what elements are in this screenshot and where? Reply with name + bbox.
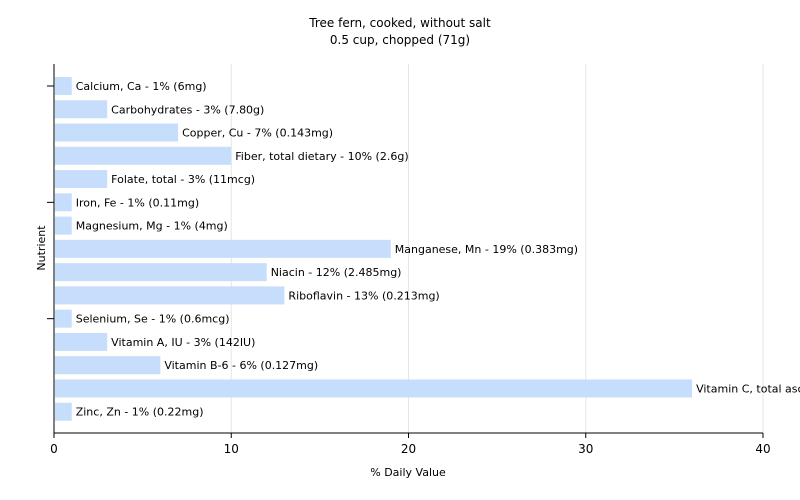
bar — [55, 379, 693, 398]
bar-label: Folate, total - 3% (11mcg) — [111, 173, 255, 186]
bar-label: Vitamin C, total ascorbic acid - 36% (21… — [696, 382, 800, 395]
bar-label: Fiber, total dietary - 10% (2.6g) — [235, 150, 408, 163]
x-tick-label: 40 — [755, 442, 770, 456]
x-axis-label: % Daily Value — [370, 466, 446, 479]
y-axis-label: Nutrient — [35, 225, 48, 271]
bar — [55, 263, 267, 282]
chart-subtitle: 0.5 cup, chopped (71g) — [330, 33, 470, 47]
bar — [55, 239, 391, 258]
bar — [55, 77, 72, 95]
bar — [55, 123, 179, 142]
bar-label: Niacin - 12% (2.485mg) — [271, 266, 402, 279]
x-tick-label: 10 — [224, 442, 239, 456]
bar — [55, 309, 72, 328]
bars: Calcium, Ca - 1% (6mg) Carbohydrates - 3%… — [55, 77, 800, 421]
bar-label: Manganese, Mn - 19% (0.383mg) — [395, 243, 578, 256]
bar-label: Vitamin A, IU - 3% (142IU) — [111, 336, 255, 349]
bar — [55, 356, 161, 375]
axes: 0 10 20 30 40 — [47, 64, 771, 456]
bar — [55, 402, 72, 421]
bar-label: Vitamin B-6 - 6% (0.127mg) — [164, 359, 318, 372]
bar — [55, 170, 108, 189]
x-tick-label: 0 — [50, 442, 58, 456]
bar-label: Calcium, Ca - 1% (6mg) — [76, 80, 207, 93]
x-tick-label: 20 — [401, 442, 416, 456]
bar-label: Iron, Fe - 1% (0.11mg) — [76, 196, 199, 209]
bar — [55, 146, 232, 165]
bar — [55, 193, 72, 212]
bar-label: Riboflavin - 13% (0.213mg) — [288, 289, 439, 302]
bar-label: Selenium, Se - 1% (0.6mcg) — [76, 313, 230, 326]
bar — [55, 216, 72, 235]
bar-label: Copper, Cu - 7% (0.143mg) — [182, 127, 333, 140]
bar-label: Magnesium, Mg - 1% (4mg) — [76, 220, 228, 233]
chart-title: Tree fern, cooked, without salt — [308, 16, 491, 30]
bar — [55, 100, 108, 119]
bar — [55, 286, 285, 305]
bar — [55, 332, 108, 351]
bar-label: Zinc, Zn - 1% (0.22mg) — [76, 406, 204, 419]
bar-label: Carbohydrates - 3% (7.80g) — [111, 103, 264, 116]
x-tick-label: 30 — [578, 442, 593, 456]
